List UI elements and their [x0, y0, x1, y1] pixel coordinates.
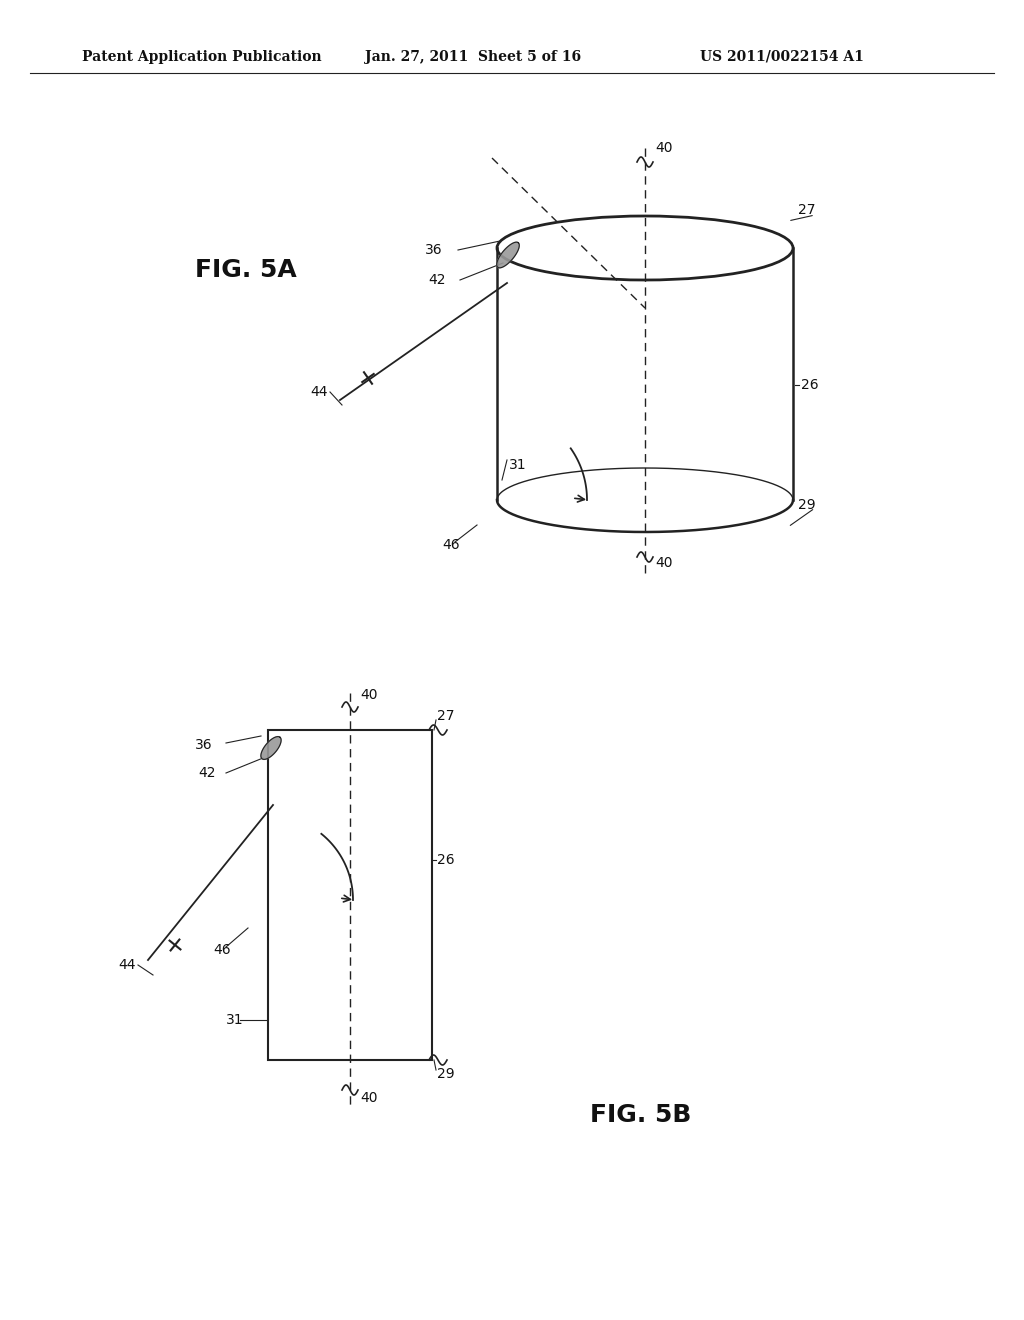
Text: 26: 26: [801, 378, 818, 392]
Text: 40: 40: [655, 141, 673, 154]
Text: FIG. 5B: FIG. 5B: [590, 1104, 691, 1127]
Text: 29: 29: [798, 498, 816, 512]
Text: 40: 40: [360, 688, 378, 702]
Polygon shape: [497, 242, 519, 268]
Text: 27: 27: [798, 203, 815, 216]
Text: Jan. 27, 2011  Sheet 5 of 16: Jan. 27, 2011 Sheet 5 of 16: [365, 50, 582, 63]
Text: 46: 46: [213, 942, 230, 957]
Text: 40: 40: [655, 556, 673, 570]
Text: 31: 31: [509, 458, 526, 473]
Text: 26: 26: [437, 853, 455, 867]
Text: 31: 31: [226, 1012, 244, 1027]
Text: US 2011/0022154 A1: US 2011/0022154 A1: [700, 50, 864, 63]
Text: 40: 40: [360, 1092, 378, 1105]
Polygon shape: [261, 737, 282, 759]
Text: 36: 36: [196, 738, 213, 752]
Text: 42: 42: [428, 273, 446, 286]
Text: 44: 44: [119, 958, 136, 972]
Text: 29: 29: [437, 1067, 455, 1081]
Text: Patent Application Publication: Patent Application Publication: [82, 50, 322, 63]
Text: 44: 44: [310, 385, 328, 399]
Text: FIG. 5A: FIG. 5A: [195, 257, 297, 282]
Text: 36: 36: [425, 243, 443, 257]
Text: 27: 27: [437, 709, 455, 723]
Text: 42: 42: [199, 766, 216, 780]
Text: 46: 46: [442, 539, 460, 552]
Bar: [268, 730, 432, 1060]
